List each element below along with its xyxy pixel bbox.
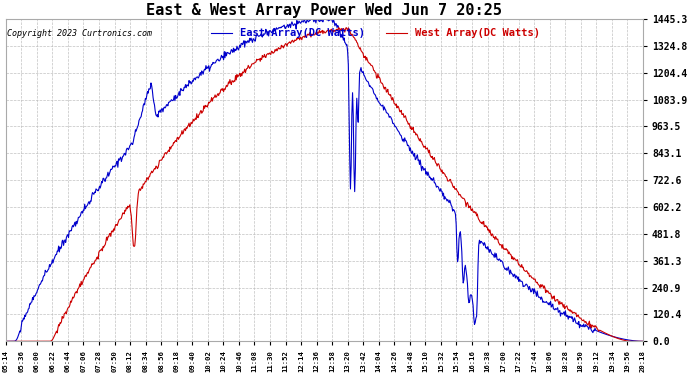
East Array(DC Watts) bbox=[308, 14, 317, 18]
West Array(DC Watts) bbox=[252, 60, 260, 64]
West Array(DC Watts) bbox=[351, 36, 359, 40]
West Array(DC Watts) bbox=[639, 339, 647, 344]
East Array(DC Watts) bbox=[639, 339, 647, 344]
West Array(DC Watts) bbox=[1, 339, 10, 344]
East Array(DC Watts) bbox=[252, 34, 260, 39]
Line: West Array(DC Watts): West Array(DC Watts) bbox=[6, 27, 643, 341]
Text: Copyright 2023 Curtronics.com: Copyright 2023 Curtronics.com bbox=[7, 28, 152, 38]
East Array(DC Watts) bbox=[391, 124, 400, 129]
Legend: East Array(DC Watts), West Array(DC Watts): East Array(DC Watts), West Array(DC Watt… bbox=[206, 24, 544, 42]
West Array(DC Watts) bbox=[342, 25, 351, 30]
Line: East Array(DC Watts): East Array(DC Watts) bbox=[6, 16, 643, 341]
East Array(DC Watts) bbox=[253, 33, 261, 38]
West Array(DC Watts) bbox=[607, 334, 615, 338]
West Array(DC Watts) bbox=[496, 242, 504, 247]
East Array(DC Watts) bbox=[351, 189, 359, 194]
West Array(DC Watts) bbox=[253, 57, 261, 62]
West Array(DC Watts) bbox=[391, 103, 400, 108]
East Array(DC Watts) bbox=[607, 334, 615, 338]
East Array(DC Watts) bbox=[1, 339, 10, 344]
Title: East & West Array Power Wed Jun 7 20:25: East & West Array Power Wed Jun 7 20:25 bbox=[146, 3, 502, 18]
East Array(DC Watts) bbox=[496, 259, 504, 264]
